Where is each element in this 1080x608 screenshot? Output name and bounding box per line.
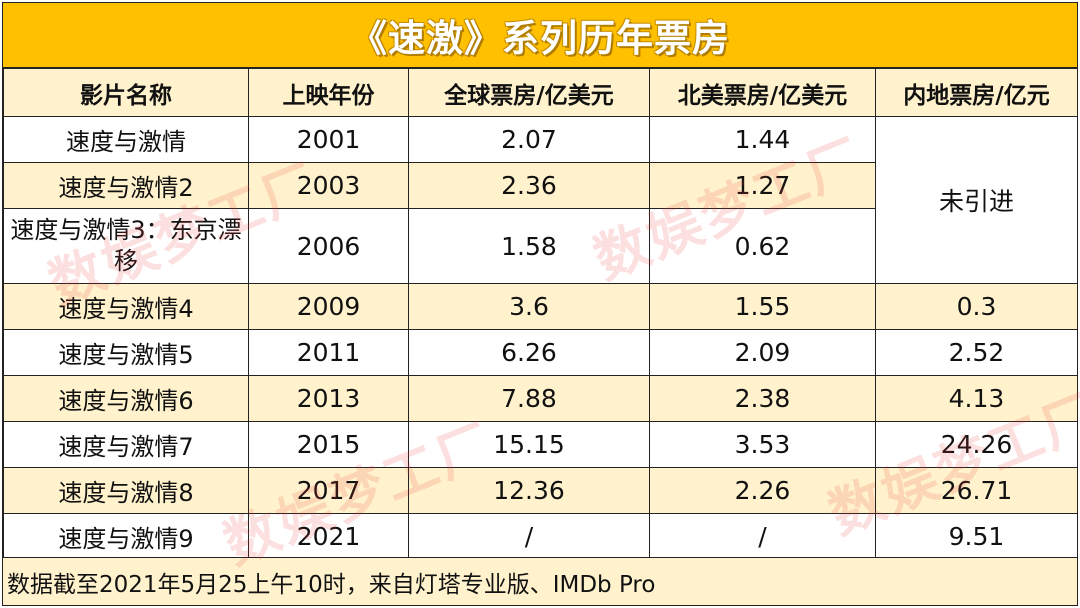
table-row: 速度与激情4 2009 3.6 1.55 0.3 — [3, 283, 1078, 330]
cell-name: 速度与激情5 — [3, 329, 249, 376]
cell-global: 15.15 — [408, 421, 650, 468]
cell-north-america: / — [649, 513, 876, 560]
title-bar: 《速激》系列历年票房 — [3, 3, 1077, 68]
table-row: 速度与激情5 2011 6.26 2.09 2.52 — [3, 329, 1078, 376]
cell-name: 速度与激情3：东京漂移 — [3, 208, 249, 284]
table-row: 速度与激情8 2017 12.36 2.26 26.71 — [3, 467, 1078, 514]
table-row: 速度与激情2 2003 2.36 1.27 — [3, 162, 1078, 209]
source-footnote: 数据截至2021年5月25上午10时，来自灯塔专业版、IMDb Pro — [3, 557, 1077, 605]
cell-year: 2001 — [248, 116, 409, 163]
cell-year: 2021 — [248, 513, 409, 560]
cell-north-america: 2.38 — [649, 375, 876, 422]
cell-global: / — [408, 513, 650, 560]
cell-name: 速度与激情7 — [3, 421, 249, 468]
table-row: 速度与激情 2001 2.07 1.44 未引进 — [3, 116, 1078, 284]
cell-year: 2013 — [248, 375, 409, 422]
table-row: 速度与激情7 2015 15.15 3.53 24.26 — [3, 421, 1078, 468]
cell-global: 1.58 — [408, 208, 650, 284]
cell-mainland: 26.71 — [875, 467, 1078, 514]
column-header-mainland: 内地票房/亿元 — [875, 68, 1078, 117]
cell-global: 2.07 — [408, 116, 650, 163]
cell-global: 12.36 — [408, 467, 650, 514]
cell-north-america: 1.27 — [649, 162, 876, 209]
cell-name: 速度与激情9 — [3, 513, 249, 560]
cell-year: 2003 — [248, 162, 409, 209]
cell-name: 速度与激情8 — [3, 467, 249, 514]
box-office-table: 影片名称 上映年份 全球票房/亿美元 北美票房/亿美元 内地票房/亿元 速度与激… — [3, 68, 1078, 560]
cell-mainland: 24.26 — [875, 421, 1078, 468]
cell-mainland: 2.52 — [875, 329, 1078, 376]
column-header-global: 全球票房/亿美元 — [408, 68, 650, 117]
cell-global: 2.36 — [408, 162, 650, 209]
cell-global: 7.88 — [408, 375, 650, 422]
table-row: 速度与激情3：东京漂移 2006 1.58 0.62 — [3, 208, 1078, 284]
cell-north-america: 0.62 — [649, 208, 876, 284]
cell-year: 2017 — [248, 467, 409, 514]
cell-mainland: 4.13 — [875, 375, 1078, 422]
cell-global: 3.6 — [408, 283, 650, 330]
column-header-name: 影片名称 — [3, 68, 249, 117]
cell-name: 速度与激情 — [3, 116, 249, 163]
cell-year: 2009 — [248, 283, 409, 330]
cell-year: 2011 — [248, 329, 409, 376]
cell-north-america: 2.09 — [649, 329, 876, 376]
cell-mainland-not-released: 未引进 — [875, 116, 1078, 284]
header-row: 影片名称 上映年份 全球票房/亿美元 北美票房/亿美元 内地票房/亿元 — [3, 68, 1078, 117]
table-row: 速度与激情9 2021 / / 9.51 — [3, 513, 1078, 560]
cell-north-america: 3.53 — [649, 421, 876, 468]
column-header-year: 上映年份 — [248, 68, 409, 117]
cell-north-america: 2.26 — [649, 467, 876, 514]
cell-name: 速度与激情4 — [3, 283, 249, 330]
cell-north-america: 1.55 — [649, 283, 876, 330]
cell-north-america: 1.44 — [649, 116, 876, 163]
table-title: 《速激》系列历年票房 — [350, 17, 730, 60]
cell-mainland: 0.3 — [875, 283, 1078, 330]
cell-mainland: 9.51 — [875, 513, 1078, 560]
cell-name: 速度与激情2 — [3, 162, 249, 209]
column-header-north-america: 北美票房/亿美元 — [649, 68, 876, 117]
cell-name: 速度与激情6 — [3, 375, 249, 422]
table-row: 速度与激情6 2013 7.88 2.38 4.13 — [3, 375, 1078, 422]
cell-year: 2006 — [248, 208, 409, 284]
cell-global: 6.26 — [408, 329, 650, 376]
cell-year: 2015 — [248, 421, 409, 468]
